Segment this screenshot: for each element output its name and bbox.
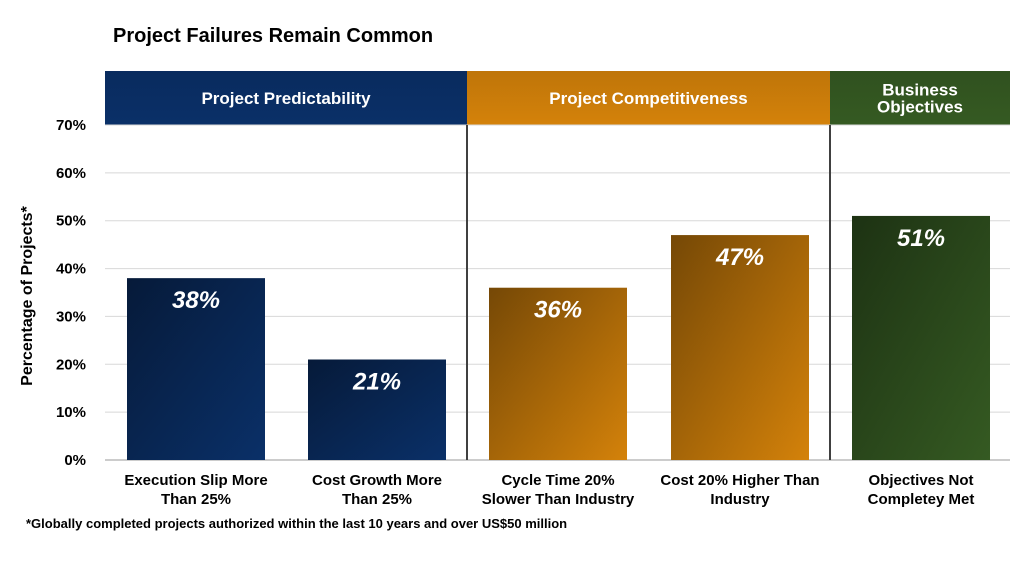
group-header-0 [105,71,467,125]
y-axis-ticks: 0% 10% 20% 30% 40% 50% 60% 70% [56,117,86,469]
data-label: 47% [715,244,764,271]
y-tick-label: 30% [56,308,86,325]
data-label: 51% [897,225,945,252]
x-category-label: Cost 20% Higher Than [660,472,819,489]
footnote: *Globally completed projects authorized … [26,516,567,531]
x-category-label: Than 25% [342,491,412,508]
bars: 38% 21% 36% 47% 51% [127,215,990,460]
group-header-label: Business [882,81,958,100]
x-category-label: Slower Than Industry [482,491,635,508]
group-headers: Project Predictability Project Competitiv… [105,71,1010,125]
x-category-label: Cycle Time 20% [501,472,614,489]
group-header-1 [467,71,830,125]
group-header-2 [830,71,1010,125]
group-header-label: Objectives [877,98,963,117]
chart-title: Project Failures Remain Common [113,25,433,47]
x-category-label: Than 25% [161,491,231,508]
x-category-label: Cost Growth More [312,472,442,489]
x-category-label: Objectives Not [868,472,973,489]
y-tick-label: 20% [56,356,86,373]
bar [127,278,265,460]
data-label: 38% [172,287,220,314]
group-separators [466,125,831,460]
y-tick-label: 70% [56,117,86,134]
group-header-label: Project Competitiveness [549,89,747,108]
y-tick-label: 40% [56,261,86,278]
x-category-label: Completey Met [868,491,975,508]
y-tick-label: 50% [56,213,86,230]
x-category-label: Industry [710,491,770,508]
y-tick-label: 0% [64,452,86,469]
x-axis-categories: Execution Slip More Than 25% Cost Growth M… [124,472,974,508]
data-label: 36% [534,297,582,324]
bar [489,287,627,460]
y-tick-label: 10% [56,404,86,421]
y-axis-label: Percentage of Projects* [19,205,36,385]
bar [671,235,809,460]
bar [852,215,990,460]
bar [308,359,446,460]
group-header-label: Project Predictability [201,89,371,108]
x-category-label: Execution Slip More [124,472,267,489]
y-tick-label: 60% [56,165,86,182]
data-label: 21% [352,369,401,396]
